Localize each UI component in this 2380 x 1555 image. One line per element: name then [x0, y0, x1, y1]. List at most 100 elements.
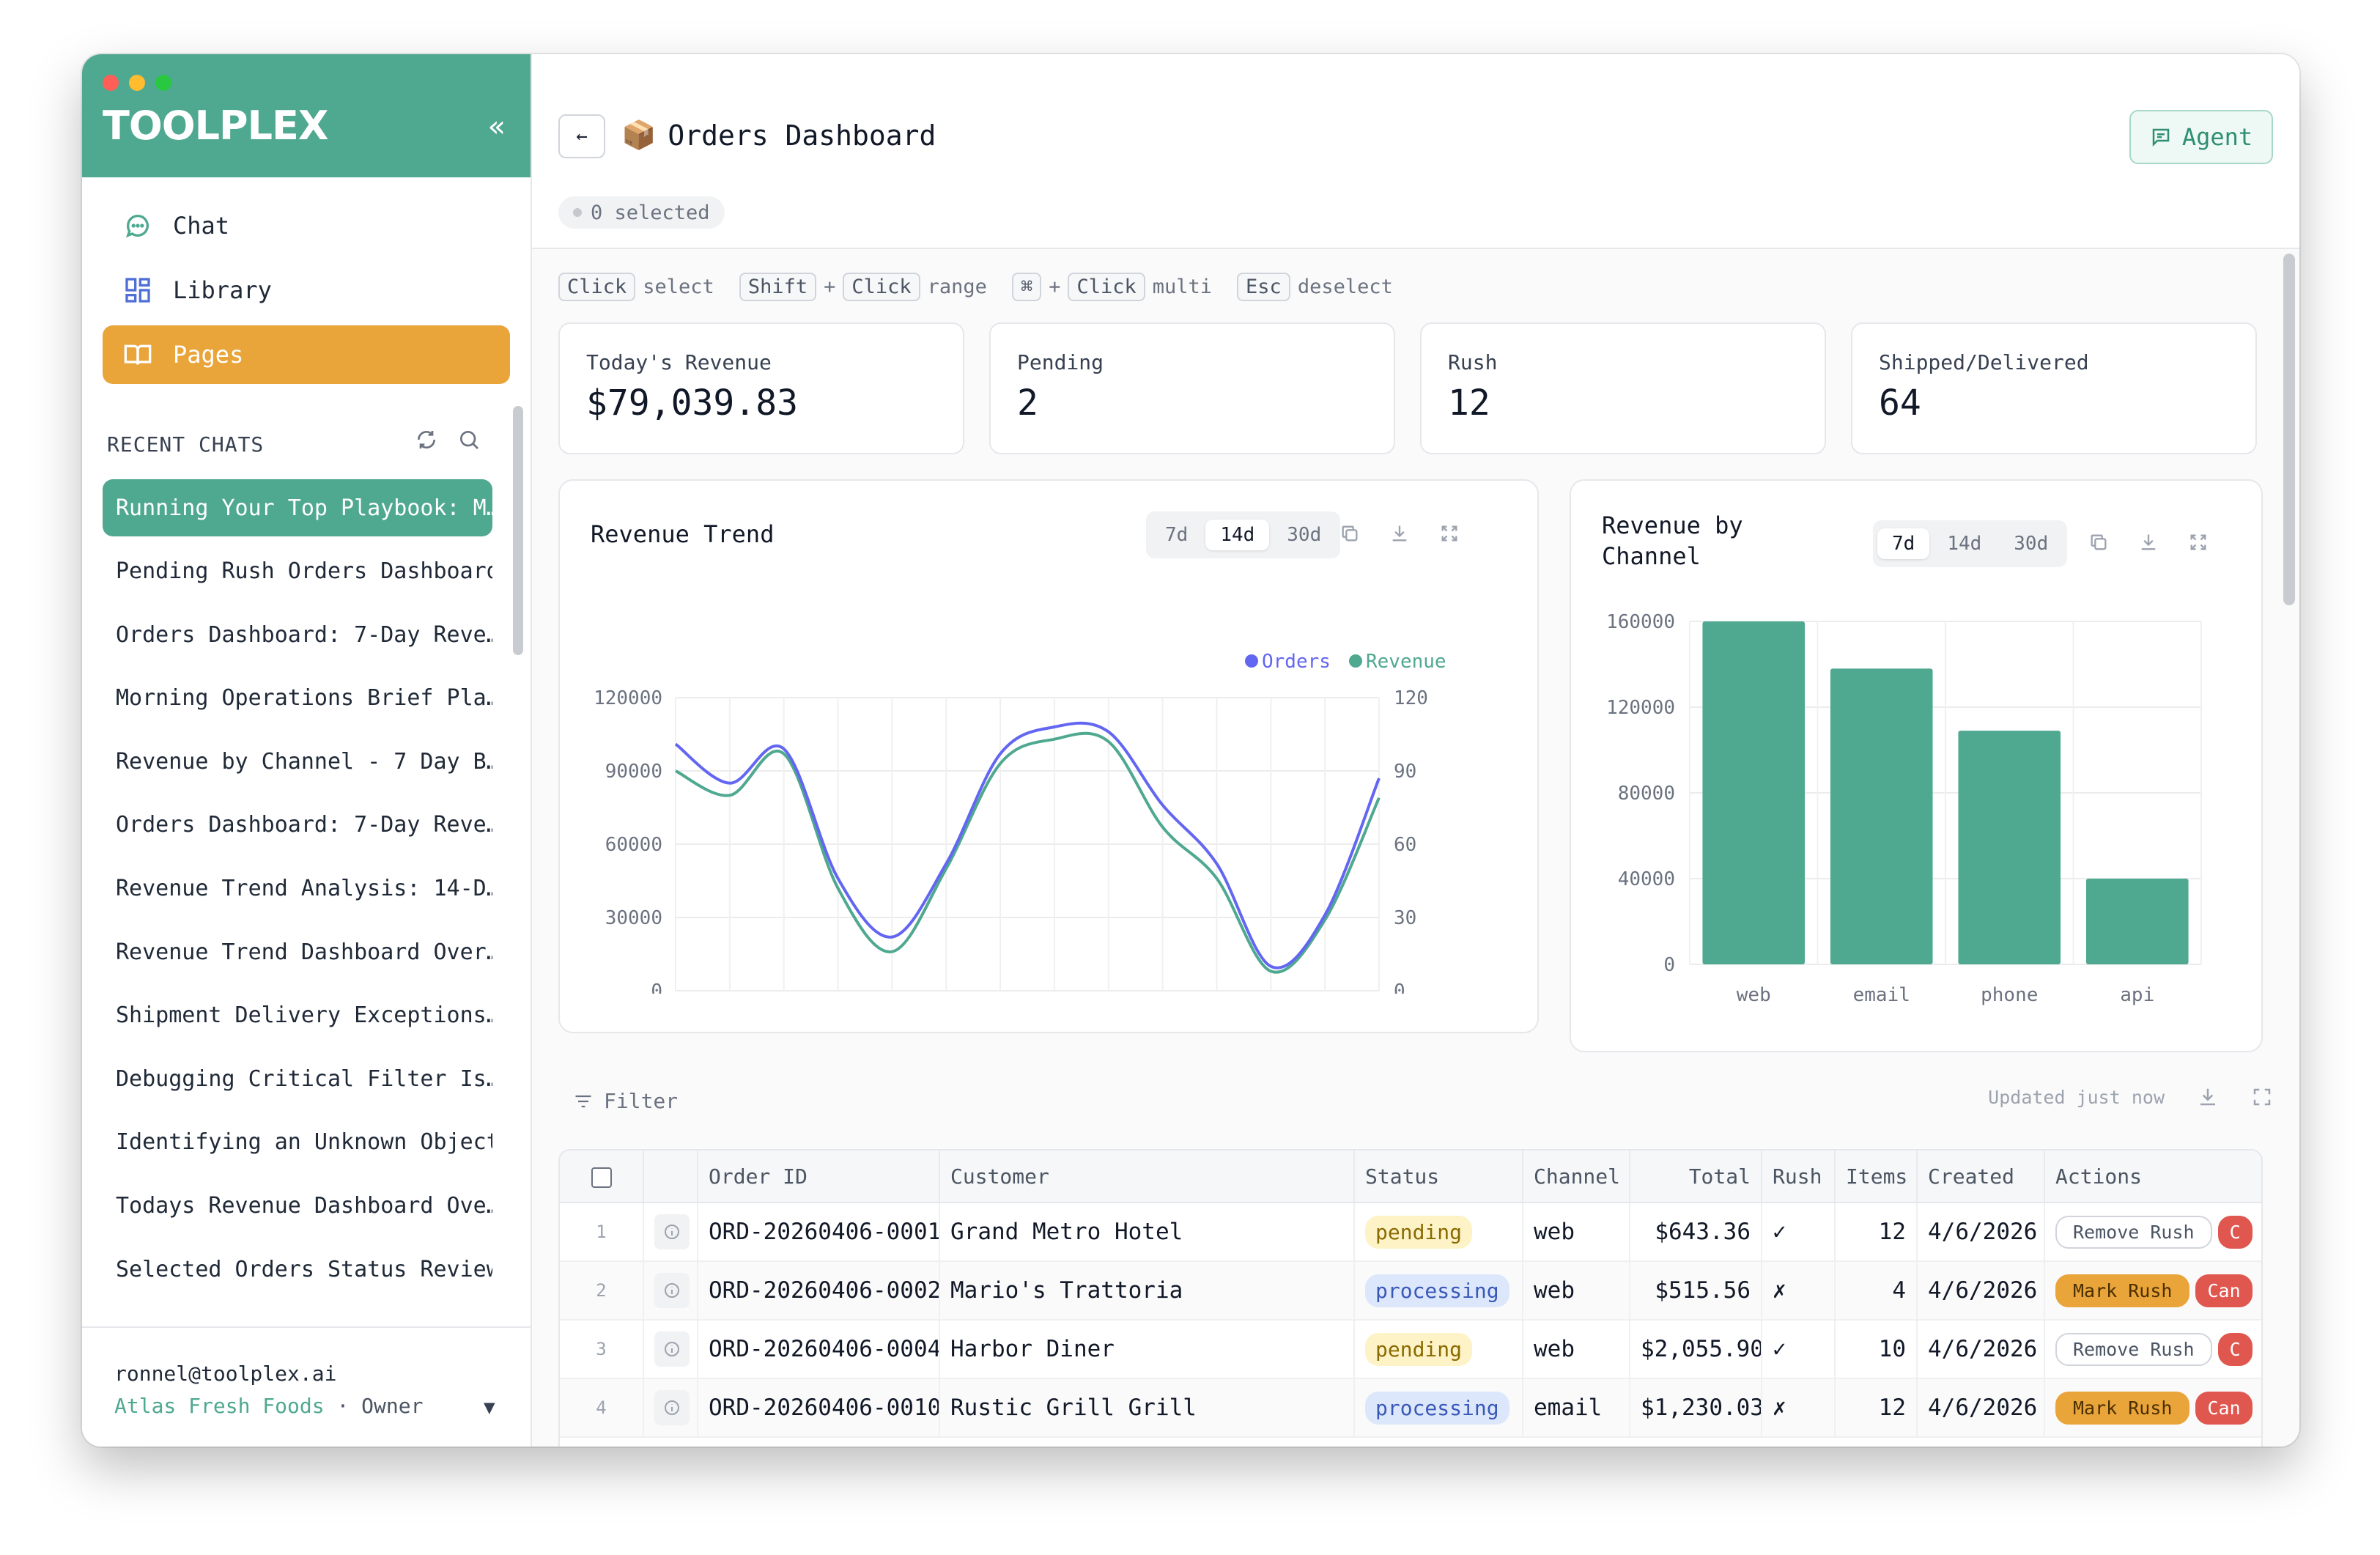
zoom-window-button[interactable]: [155, 75, 171, 91]
message-square-icon: [2152, 128, 2170, 147]
legend-label[interactable]: Orders: [1262, 651, 1331, 673]
y-right-tick-label: 90: [1394, 761, 1416, 783]
sidebar: TOOLPLEX « Chat Library Pages RECENT CHA…: [82, 54, 532, 1447]
info-icon[interactable]: [654, 1331, 690, 1367]
collapse-sidebar-icon[interactable]: «: [487, 110, 506, 144]
col-items[interactable]: Items: [1835, 1150, 1918, 1203]
copy-icon[interactable]: [1339, 523, 1360, 544]
y-tick-label: 160000: [1606, 611, 1675, 633]
col-customer[interactable]: Customer: [939, 1150, 1355, 1203]
recent-chat-item[interactable]: Revenue Trend Analysis: 14-D…: [116, 876, 492, 902]
minimize-window-button[interactable]: [129, 75, 145, 91]
expand-icon[interactable]: [2188, 532, 2209, 553]
recent-chat-item[interactable]: Debugging Critical Filter Is…: [116, 1065, 492, 1092]
recent-chat-item[interactable]: Identifying an Unknown Object: [116, 1129, 492, 1156]
download-icon[interactable]: [2138, 532, 2159, 553]
refresh-icon[interactable]: [415, 428, 438, 451]
remove-rush-button[interactable]: Remove Rush: [2055, 1215, 2212, 1249]
stat-card-revenue[interactable]: Today's Revenue $79,039.83: [558, 322, 964, 454]
info-icon[interactable]: [654, 1214, 690, 1249]
recent-chats-heading: RECENT CHATS: [107, 432, 265, 457]
nav-item-pages[interactable]: Pages: [103, 325, 510, 384]
recent-chat-item[interactable]: Pending Rush Orders Dashboard: [116, 558, 492, 585]
order-id[interactable]: ORD-20260406-0010: [698, 1378, 940, 1438]
recent-chat-item[interactable]: Morning Operations Brief Pla…: [116, 685, 492, 712]
account-dropdown-icon[interactable]: ▼: [484, 1397, 495, 1419]
bar-phone[interactable]: [1958, 731, 2061, 964]
close-window-button[interactable]: [103, 75, 119, 91]
table-row[interactable]: 1 ORD-20260406-0001 Grand Metro Hotel pendi…: [560, 1203, 2261, 1262]
user-email: ronnel@toolplex.ai: [114, 1362, 337, 1386]
mark-rush-button[interactable]: Mark Rush: [2055, 1391, 2190, 1425]
order-id[interactable]: ORD-20260406-0001: [698, 1203, 940, 1262]
range-14d[interactable]: 14d: [1205, 520, 1270, 550]
bar-api[interactable]: [2085, 879, 2189, 964]
bar-email[interactable]: [1830, 668, 1933, 964]
back-button[interactable]: ←: [558, 114, 605, 158]
range-30d[interactable]: 30d: [1287, 524, 1322, 546]
col-order-id[interactable]: Order ID: [698, 1150, 940, 1203]
copy-icon[interactable]: [2088, 532, 2109, 553]
recent-chat-item[interactable]: Revenue Trend Dashboard Over…: [116, 939, 492, 965]
expand-icon[interactable]: [2251, 1086, 2273, 1108]
info-icon[interactable]: [654, 1390, 690, 1425]
recent-chat-item[interactable]: Orders Dashboard: 7-Day Reve…: [116, 812, 492, 838]
customer-name: Harbor Diner: [939, 1320, 1355, 1379]
filter-button[interactable]: Filter: [573, 1089, 678, 1113]
bar-web[interactable]: [1702, 621, 1806, 964]
order-id[interactable]: ORD-20260406-0004: [698, 1320, 940, 1379]
table-row[interactable]: 3 ORD-20260406-0004 Harbor Diner pending web…: [560, 1320, 2261, 1379]
table-row[interactable]: 2 ORD-20260406-0002 Mario's Trattoria proce…: [560, 1261, 2261, 1321]
recent-chat-item[interactable]: Selected Orders Status Review: [116, 1256, 492, 1282]
col-created[interactable]: Created: [1917, 1150, 2045, 1203]
range-14d[interactable]: 14d: [1947, 533, 1982, 555]
col-channel[interactable]: Channel: [1523, 1150, 1630, 1203]
download-icon[interactable]: [2197, 1086, 2219, 1108]
range-30d[interactable]: 30d: [2014, 533, 2049, 555]
cancel-order-button[interactable]: C: [2217, 1215, 2252, 1249]
recent-chat-item[interactable]: Running Your Top Playbook: M…: [103, 479, 492, 536]
col-rush[interactable]: Rush: [1762, 1150, 1836, 1203]
recent-chat-item[interactable]: Orders Dashboard: 7-Day Reve…: [116, 621, 492, 648]
expand-icon[interactable]: [1439, 523, 1460, 544]
search-icon[interactable]: [457, 428, 481, 451]
hint-text: multi: [1152, 276, 1213, 298]
nav-item-library[interactable]: Library: [103, 261, 510, 320]
user-account-box[interactable]: ronnel@toolplex.ai Atlas Fresh Foods · O…: [82, 1326, 531, 1447]
main-scrollbar[interactable]: [2283, 254, 2295, 605]
recent-chat-item[interactable]: Revenue by Channel - 7 Day B…: [116, 748, 492, 775]
stat-card-rush[interactable]: Rush 12: [1420, 322, 1826, 454]
stat-label: Shipped/Delivered: [1879, 350, 2089, 374]
legend-label[interactable]: Revenue: [1366, 651, 1446, 673]
stat-card-shipped[interactable]: Shipped/Delivered 64: [1851, 322, 2257, 454]
page-title: 📦 Orders Dashboard: [621, 119, 936, 152]
download-icon[interactable]: [1389, 523, 1410, 544]
stat-card-pending[interactable]: Pending 2: [989, 322, 1395, 454]
col-status[interactable]: Status: [1354, 1150, 1523, 1203]
cancel-order-button[interactable]: C: [2217, 1332, 2252, 1366]
select-all-checkbox[interactable]: [591, 1167, 612, 1188]
col-total[interactable]: Total: [1630, 1150, 1762, 1203]
stat-value: 64: [1879, 383, 1921, 424]
table-row[interactable]: 4 ORD-20260406-0010 Rustic Grill Grill proc…: [560, 1378, 2261, 1438]
order-id[interactable]: ORD-20260406-0002: [698, 1261, 940, 1321]
nav-item-chat[interactable]: Chat: [103, 196, 510, 255]
remove-rush-button[interactable]: Remove Rush: [2055, 1332, 2212, 1366]
item-count: 4: [1835, 1261, 1918, 1321]
recent-chat-item[interactable]: Todays Revenue Dashboard Ove…: [116, 1193, 492, 1219]
cancel-order-button[interactable]: Can: [2195, 1391, 2252, 1425]
sidebar-scrollbar[interactable]: [513, 406, 523, 655]
x-tick-label: web: [1737, 984, 1771, 1006]
info-icon[interactable]: [654, 1273, 690, 1308]
recent-chat-item[interactable]: Shipment Delivery Exceptions…: [116, 1002, 492, 1029]
range-7d[interactable]: 7d: [1877, 528, 1930, 559]
y-right-tick-label: 60: [1394, 834, 1416, 856]
order-total: $643.36: [1630, 1203, 1762, 1262]
mark-rush-button[interactable]: Mark Rush: [2055, 1274, 2190, 1307]
cancel-order-button[interactable]: Can: [2195, 1274, 2252, 1307]
agent-button[interactable]: Agent: [2129, 110, 2273, 164]
grid-icon: [122, 274, 154, 306]
item-count: 12: [1835, 1378, 1918, 1438]
range-7d[interactable]: 7d: [1165, 524, 1189, 546]
status-badge: pending: [1365, 1215, 1473, 1249]
